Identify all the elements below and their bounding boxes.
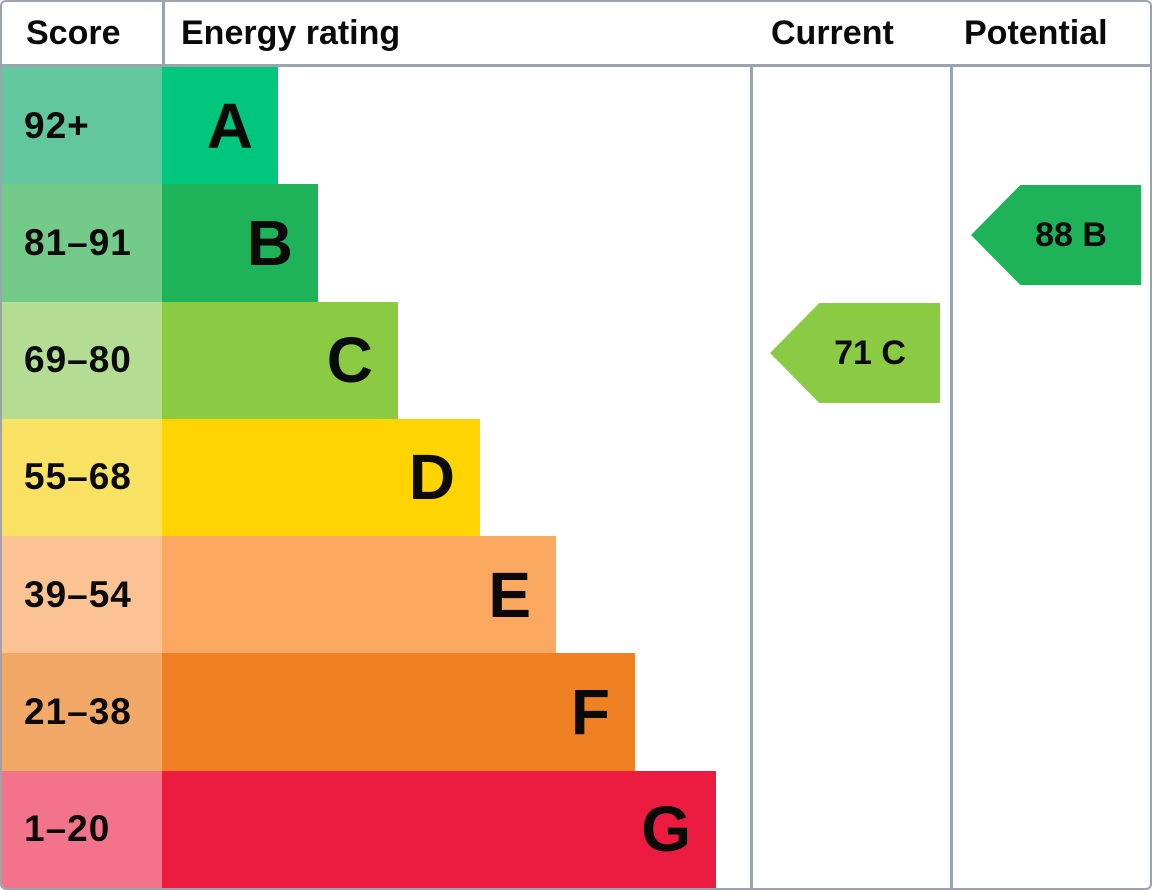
score-range: 69–80	[2, 301, 162, 419]
rating-letter: E	[488, 558, 531, 631]
rating-letter: A	[206, 89, 253, 162]
header-current: Current	[771, 14, 894, 52]
header-score: Score	[26, 14, 121, 52]
score-range: 92+	[2, 67, 162, 185]
header-row: Score Energy rating Current Potential	[2, 2, 1150, 67]
rating-row: 39–54 E	[2, 536, 1150, 654]
rating-row: 69–80 C	[2, 301, 1150, 419]
rating-row: 92+ A	[2, 67, 1150, 185]
score-range: 21–38	[2, 653, 162, 771]
rating-row: 81–91 B	[2, 184, 1150, 302]
rating-letter: B	[246, 206, 293, 279]
rating-bar: C	[162, 301, 398, 419]
score-range: 39–54	[2, 536, 162, 654]
rating-bar: A	[162, 67, 278, 185]
score-column-divider	[162, 2, 165, 67]
current-column-divider	[750, 2, 753, 888]
rating-row: 1–20 G	[2, 770, 1150, 888]
rating-letter: C	[326, 324, 373, 397]
rating-row: 55–68 D	[2, 418, 1150, 537]
rating-bar: D	[162, 418, 480, 537]
rating-bar: B	[162, 184, 318, 302]
rating-row: 21–38 F	[2, 653, 1150, 771]
rating-letter: F	[570, 676, 610, 749]
potential-column-divider	[950, 2, 953, 888]
rating-bar: E	[162, 536, 556, 654]
current-rating-label: 71 C	[834, 333, 906, 372]
score-range: 1–20	[2, 770, 162, 888]
header-energy-rating: Energy rating	[181, 14, 401, 52]
rating-letter: G	[641, 793, 691, 866]
rating-letter: D	[408, 441, 455, 514]
score-range: 55–68	[2, 418, 162, 537]
potential-rating-label: 88 B	[1035, 215, 1107, 254]
score-range: 81–91	[2, 184, 162, 302]
header-potential: Potential	[964, 14, 1108, 52]
rating-bar: G	[162, 770, 716, 888]
rating-rows: 92+ A 81–91 B 69–80 C 55–68 D 39–54	[2, 67, 1150, 888]
rating-bar: F	[162, 653, 635, 771]
